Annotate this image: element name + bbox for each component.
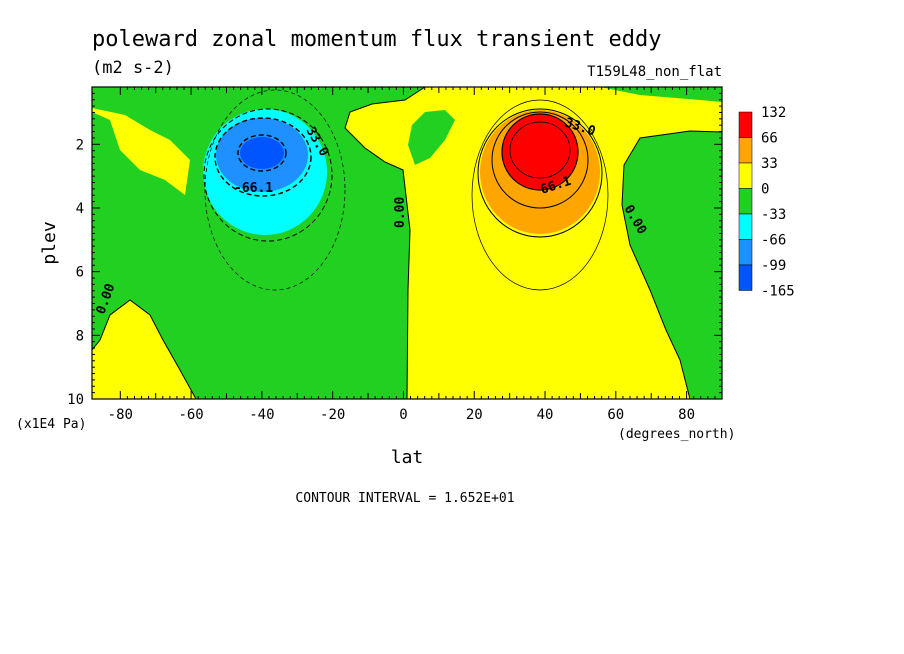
x-tick-label: 20 bbox=[466, 407, 483, 423]
legend-swatch bbox=[738, 162, 753, 189]
zero-contour-north bbox=[621, 130, 722, 399]
legend-swatch bbox=[738, 239, 753, 266]
x-tick-label: 0 bbox=[399, 407, 407, 423]
legend-level-label: -99 bbox=[761, 258, 786, 274]
legend-level-label: 33 bbox=[761, 156, 778, 172]
y-tick-label: 4 bbox=[76, 201, 84, 217]
y-tick-label: 6 bbox=[76, 265, 84, 281]
contour-north-2 bbox=[491, 111, 589, 209]
legend-level-label: 132 bbox=[761, 105, 786, 121]
legend-swatch bbox=[738, 188, 753, 215]
field-blue-region bbox=[240, 137, 284, 169]
y-axis-label: plev bbox=[39, 221, 60, 264]
contour-north-4 bbox=[509, 121, 571, 179]
y-tick-label: 10 bbox=[67, 392, 84, 408]
chart-title: poleward zonal momentum flux transient e… bbox=[92, 27, 662, 52]
color-legend: 132 66 33 0 -33 -66 -99 -165 bbox=[738, 105, 795, 300]
plot-frame bbox=[91, 86, 723, 400]
legend-level-label: -66 bbox=[761, 233, 786, 249]
run-label: T159L48_non_flat bbox=[587, 64, 722, 80]
legend-level-label: 66 bbox=[761, 131, 778, 147]
contour-north-1 bbox=[477, 108, 603, 238]
legend-level-label: 0 bbox=[761, 182, 769, 198]
x-tick-label: 60 bbox=[607, 407, 624, 423]
x-axis-label: lat bbox=[391, 447, 424, 468]
legend-swatch bbox=[738, 137, 753, 164]
contour-interval-note: CONTOUR INTERVAL = 1.652E+01 bbox=[295, 491, 514, 506]
contour-south-1 bbox=[203, 108, 333, 242]
field-positive-region-south-pole bbox=[92, 108, 190, 195]
legend-swatch bbox=[738, 264, 753, 291]
x-tick-label: -80 bbox=[108, 407, 133, 423]
y-units-label: (x1E4 Pa) bbox=[16, 417, 86, 432]
x-units-label: (degrees_north) bbox=[618, 427, 735, 442]
zero-contour-south bbox=[92, 299, 197, 399]
x-tick-label: -20 bbox=[320, 407, 345, 423]
x-tick-label: 80 bbox=[678, 407, 695, 423]
field-negative-region-north-high bbox=[600, 87, 722, 102]
legend-swatch bbox=[738, 213, 753, 240]
zero-contour-equator bbox=[344, 87, 426, 399]
legend-level-label: -165 bbox=[761, 284, 795, 300]
y-tick-label: 8 bbox=[76, 328, 84, 344]
contour-south-3 bbox=[237, 134, 287, 172]
y-tick-label: 2 bbox=[76, 137, 84, 153]
field-red-region bbox=[502, 114, 578, 190]
chart-units: (m2 s-2) bbox=[92, 58, 174, 78]
contour-south-outer bbox=[204, 89, 346, 291]
contour-south-2 bbox=[214, 117, 312, 197]
contour-label: 0.00 bbox=[393, 197, 408, 228]
x-tick-label: -60 bbox=[178, 407, 203, 423]
y-axis: 2 4 6 8 10 bbox=[67, 86, 722, 408]
x-axis: -80 -60 -40 -20 0 20 40 60 80 bbox=[108, 87, 723, 423]
plot-area: 33.0 -66.1 0.00 33.0 66.1 0.00 0.00 bbox=[92, 87, 722, 399]
contour-north-outer bbox=[471, 99, 609, 291]
legend-level-label: -33 bbox=[761, 207, 786, 223]
x-tick-label: 40 bbox=[537, 407, 554, 423]
field-negative-region-north-pole bbox=[622, 131, 722, 399]
field-negative-region-north-tropics bbox=[408, 110, 455, 165]
legend-swatch bbox=[738, 111, 753, 138]
x-tick-label: -40 bbox=[249, 407, 274, 423]
contour-label: -66.1 bbox=[234, 181, 273, 196]
contour-north-3 bbox=[501, 113, 579, 191]
